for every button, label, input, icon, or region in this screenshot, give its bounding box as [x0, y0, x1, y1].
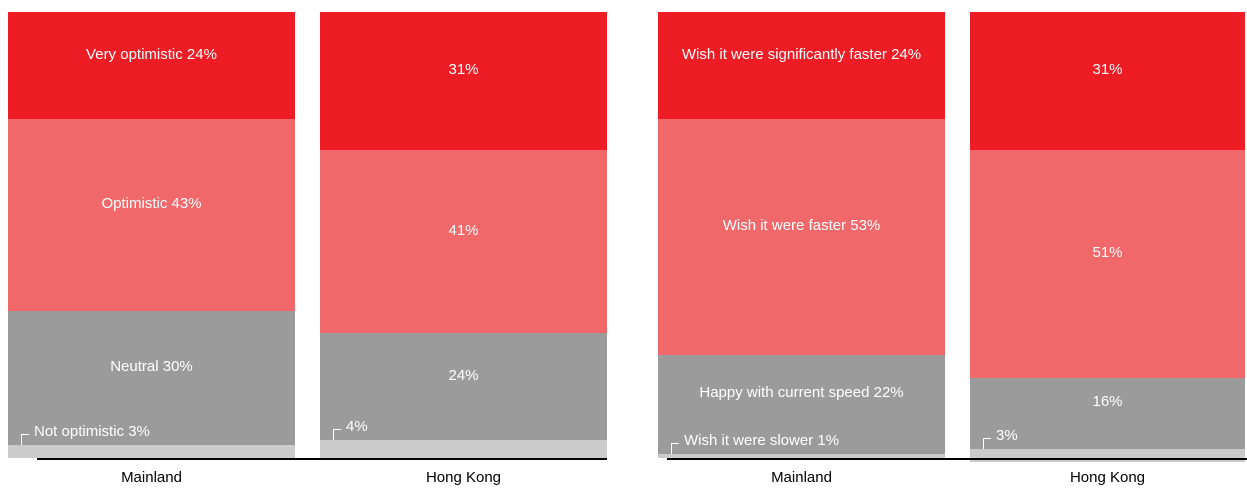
x-tick-label: Mainland: [771, 469, 832, 486]
bracket: [983, 438, 991, 450]
bar-segment: [970, 12, 1245, 151]
data-label: 31%: [1092, 61, 1123, 79]
data-label: 16%: [1092, 393, 1123, 411]
bar-segment: [8, 444, 295, 458]
data-label: Neutral 30%: [110, 357, 193, 375]
bar-segment: [970, 150, 1245, 378]
data-label: Happy with current speed 22%: [699, 384, 904, 402]
bar-segment: [320, 333, 607, 441]
bracket: [21, 433, 29, 445]
data-label: 51%: [1092, 243, 1123, 261]
data-label: 24%: [448, 366, 479, 384]
data-label: Not optimistic 3%: [34, 422, 150, 440]
x-tick-label: Hong Kong: [425, 469, 502, 486]
data-label: Wish it were faster 53%: [722, 217, 881, 235]
bar-segment: [970, 377, 1245, 450]
data-label: 3%: [996, 427, 1018, 445]
bar-segment: [658, 12, 945, 120]
bar-segment: [8, 310, 295, 445]
bar-segment: [8, 119, 295, 311]
bar-segment: [8, 12, 295, 120]
data-label: Wish it were significantly faster 24%: [681, 45, 922, 63]
bar-segment: [658, 453, 945, 458]
baseline: [667, 458, 1247, 460]
bar-segment: [320, 12, 607, 151]
bracket: [333, 429, 341, 441]
bar-segment: [658, 119, 945, 356]
bar-segment: [320, 150, 607, 334]
bracket: [671, 442, 679, 454]
bar-segment: [320, 440, 607, 458]
data-label: Optimistic 43%: [101, 194, 202, 212]
bar-segment: [970, 449, 1245, 463]
baseline: [37, 458, 607, 460]
data-label: 41%: [448, 221, 479, 239]
data-label: Wish it were slower 1%: [684, 431, 840, 449]
bar-segment: [658, 355, 945, 454]
data-label: 31%: [448, 61, 479, 79]
x-tick-label: Mainland: [121, 469, 182, 486]
data-label: Very optimistic 24%: [86, 45, 217, 63]
data-label: 4%: [346, 418, 368, 436]
x-tick-label: Hong Kong: [1069, 469, 1146, 486]
